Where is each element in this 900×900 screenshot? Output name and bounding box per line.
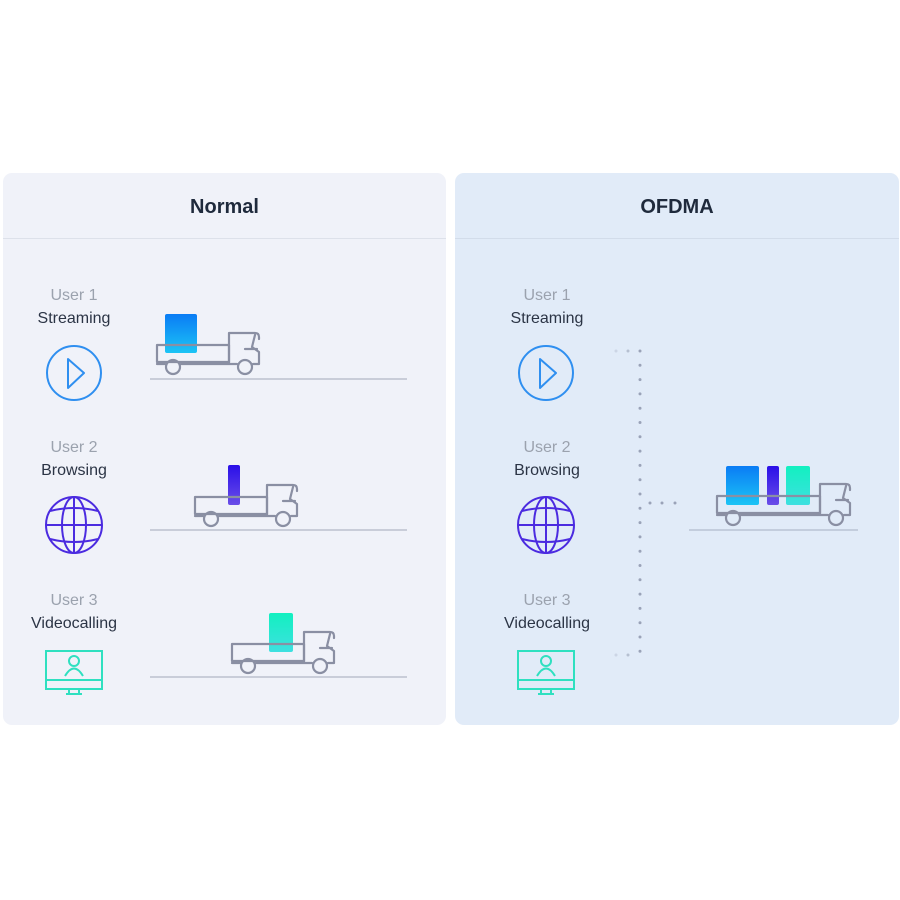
user-number: User 2 bbox=[523, 439, 571, 456]
truck bbox=[155, 314, 261, 376]
user-number: User 2 bbox=[50, 439, 98, 456]
monitor-user-icon bbox=[517, 650, 575, 695]
user-number: User 1 bbox=[523, 287, 571, 304]
play-icon bbox=[46, 345, 102, 401]
globe-icon bbox=[45, 496, 103, 554]
data-packet bbox=[786, 466, 810, 505]
truck bbox=[193, 465, 299, 528]
user-3-label: User 3 Videocalling bbox=[477, 592, 617, 633]
road-line bbox=[150, 378, 407, 380]
globe-icon bbox=[517, 496, 575, 554]
monitor-user-icon bbox=[45, 650, 103, 695]
data-packet bbox=[228, 465, 240, 505]
user-number: User 3 bbox=[50, 592, 98, 609]
road-line bbox=[150, 529, 407, 531]
user-2-label: User 2 Browsing bbox=[4, 439, 144, 480]
data-packet bbox=[726, 466, 759, 505]
user-activity: Videocalling bbox=[504, 615, 590, 632]
ofdma-panel: OFDMA bbox=[455, 173, 899, 725]
truck bbox=[715, 466, 852, 527]
normal-panel: Normal bbox=[3, 173, 446, 725]
panel-title: Normal bbox=[3, 173, 446, 239]
user-activity: Streaming bbox=[37, 310, 111, 327]
user-1-label: User 1 Streaming bbox=[4, 287, 144, 328]
user-3-label: User 3 Videocalling bbox=[4, 592, 144, 633]
data-packet bbox=[767, 466, 779, 505]
panel-title: OFDMA bbox=[455, 173, 899, 239]
user-activity: Streaming bbox=[510, 310, 584, 327]
user-2-label: User 2 Browsing bbox=[477, 439, 617, 480]
user-number: User 3 bbox=[523, 592, 571, 609]
user-1-label: User 1 Streaming bbox=[477, 287, 617, 328]
road-line bbox=[150, 676, 407, 678]
dotted-connector bbox=[614, 349, 677, 657]
road-line bbox=[689, 529, 858, 531]
data-packet bbox=[165, 314, 197, 353]
truck bbox=[230, 613, 336, 675]
user-number: User 1 bbox=[50, 287, 98, 304]
user-activity: Browsing bbox=[514, 462, 580, 479]
data-packet bbox=[269, 613, 293, 652]
user-activity: Videocalling bbox=[31, 615, 117, 632]
play-icon bbox=[518, 345, 574, 401]
user-activity: Browsing bbox=[41, 462, 107, 479]
